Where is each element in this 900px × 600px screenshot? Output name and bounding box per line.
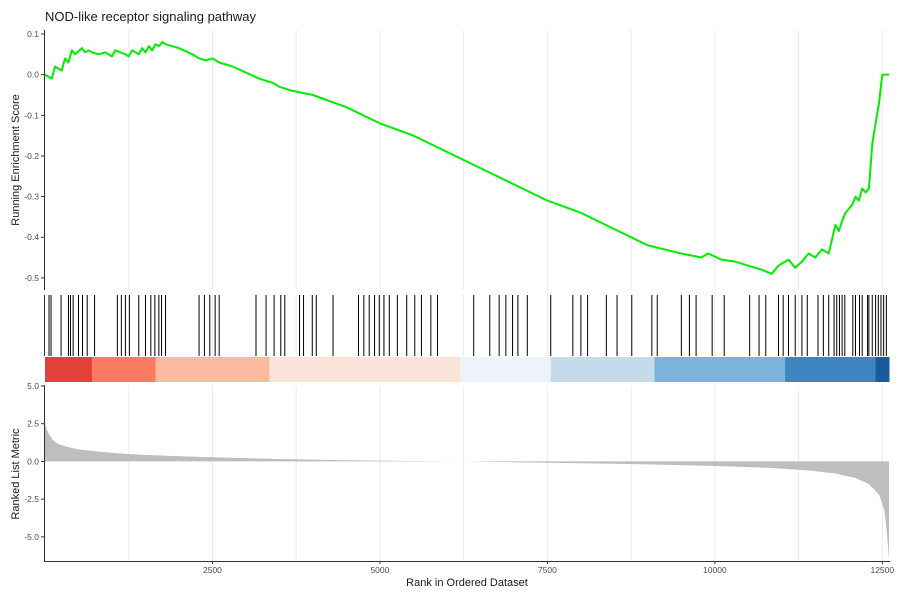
color-band-segment — [785, 357, 877, 382]
y-tick-label: -0.3 — [24, 192, 39, 202]
x-axis-label: Rank in Ordered Dataset — [406, 577, 528, 589]
y-tick-label: -5.0 — [24, 532, 39, 542]
running-score-panel: 0.1 0.0 -0.1 -0.2 -0.3 -0.4 -0.5 Running Enric… — [10, 29, 889, 290]
y-tick-label: 0.0 — [27, 70, 39, 80]
x-tick-label: 5000 — [370, 565, 389, 575]
y-tick-label: 2.5 — [27, 419, 39, 429]
running-score-y-ticks: 0.1 0.0 -0.1 -0.2 -0.3 -0.4 -0.5 — [24, 29, 44, 283]
y-tick-label: -2.5 — [24, 494, 39, 504]
y-tick-label: 0.0 — [27, 456, 39, 466]
ranked-metric-panel: 5.0 2.5 0.0 -2.5 -5.0 2500 5000 7500 10000 12500… — [10, 381, 894, 589]
x-tick-label: 7500 — [538, 565, 557, 575]
y-tick-label: -0.2 — [24, 151, 39, 161]
color-band-segment — [875, 357, 890, 382]
color-band-segment — [269, 357, 461, 382]
y-tick-label: -0.5 — [24, 273, 39, 283]
color-band-segment — [45, 357, 93, 382]
ranked-metric-y-label: Ranked List Metric — [10, 428, 22, 520]
y-tick-label: -0.4 — [24, 232, 39, 242]
x-tick-label: 12500 — [870, 565, 894, 575]
running-score-y-label: Running Enrichment Score — [10, 94, 22, 225]
color-band-segment — [654, 357, 786, 382]
chart-title: NOD-like receptor signaling pathway — [45, 9, 256, 24]
y-tick-label: 5.0 — [27, 381, 39, 391]
x-ticks: 2500 5000 7500 10000 12500 — [203, 561, 894, 575]
hits-gridlines — [128, 295, 883, 356]
y-tick-label: 0.1 — [27, 29, 39, 39]
running-score-line — [44, 41, 889, 275]
color-band-segment — [155, 357, 270, 382]
gene-hit-ticks — [48, 295, 887, 356]
ranked-metric-gridlines — [128, 386, 883, 561]
running-score-gridlines — [128, 30, 883, 290]
rank-color-band — [45, 357, 890, 382]
y-tick-label: -0.1 — [24, 110, 39, 120]
ranked-metric-y-ticks: 5.0 2.5 0.0 -2.5 -5.0 — [24, 381, 44, 542]
hits-panel — [44, 295, 887, 356]
color-band-segment — [550, 357, 656, 382]
x-tick-label: 10000 — [703, 565, 727, 575]
x-tick-label: 2500 — [203, 565, 222, 575]
color-band-segment — [91, 357, 157, 382]
ranked-metric-area — [45, 422, 889, 560]
color-band-segment — [460, 357, 552, 382]
